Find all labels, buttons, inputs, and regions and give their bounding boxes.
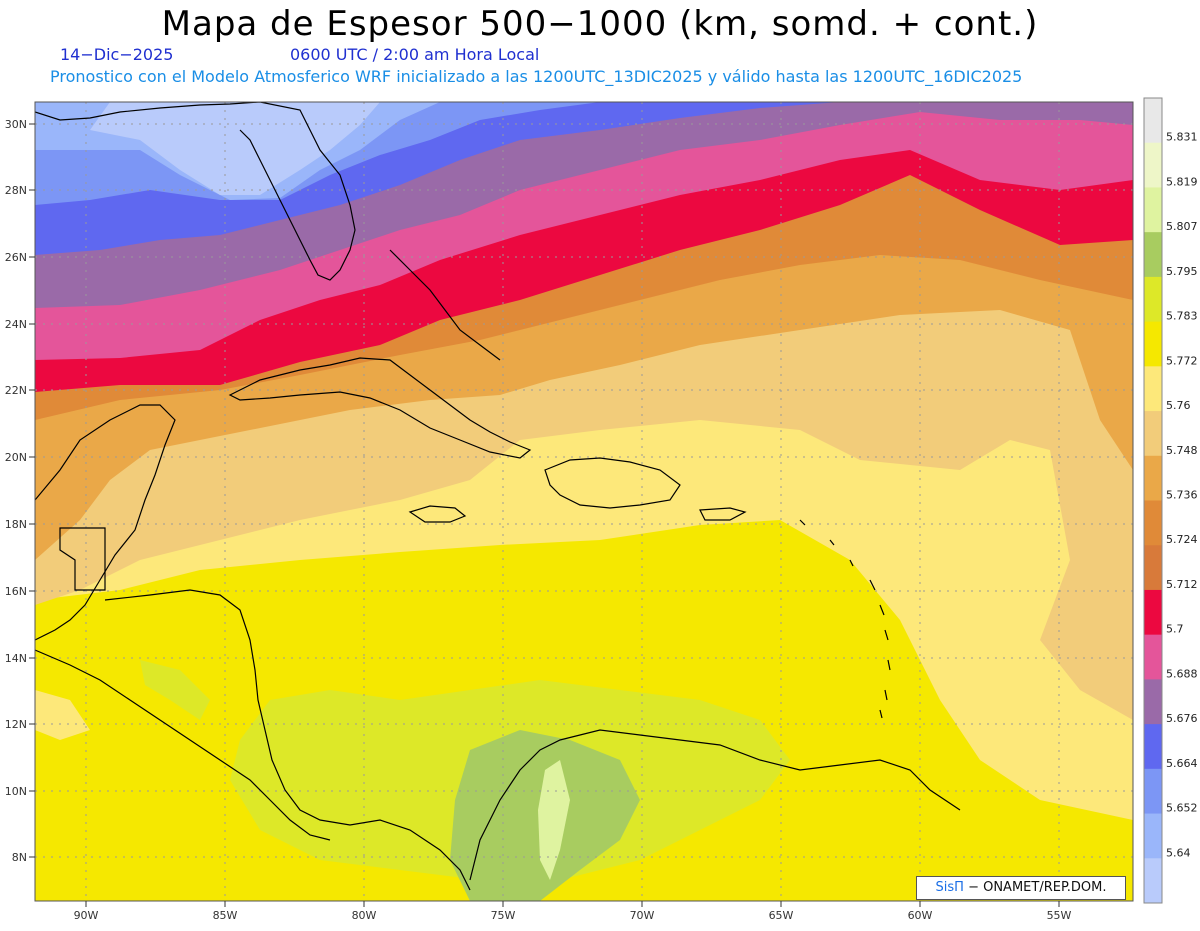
colorbar-label: 5.772: [1166, 354, 1198, 367]
colorbar: 5.831 5.819 5.807 5.795 5.783 5.772 5.76 5.748 5…: [1143, 97, 1198, 904]
colorbar-label: 5.676: [1166, 712, 1198, 725]
colorbar-label: 5.795: [1166, 265, 1198, 278]
band-5807: [538, 760, 570, 880]
colorbar-swatch: [1144, 187, 1162, 233]
lat-label: 14N: [5, 652, 27, 665]
colorbar-swatch: [1144, 679, 1162, 725]
lat-label: 8N: [12, 851, 27, 864]
colorbar-swatch: [1144, 411, 1162, 457]
colorbar-label: 5.64: [1166, 846, 1191, 859]
lon-label: 80W: [352, 909, 377, 922]
lon-label: 55W: [1047, 909, 1072, 922]
map-gridlines: [35, 102, 1133, 901]
colorbar-frame: [1143, 97, 1163, 904]
colorbar-swatch: [1144, 321, 1162, 367]
credit-text: − ONAMET/REP.DOM.: [963, 880, 1107, 895]
lon-label: 90W: [74, 909, 99, 922]
lat-label: 24N: [5, 318, 27, 331]
lat-label: 10N: [5, 785, 27, 798]
colorbar-swatch: [1144, 768, 1162, 815]
colorbar-swatch: [1144, 634, 1162, 680]
lat-label: 22N: [5, 384, 27, 397]
colorbar-swatch: [1144, 500, 1162, 546]
plot-frame: [34, 101, 1134, 902]
lat-label: 20N: [5, 451, 27, 464]
colorbar-swatch: [1144, 366, 1162, 412]
sispi-logo: SisΠ: [935, 880, 964, 895]
colorbar-swatch: [1144, 276, 1162, 323]
lon-label: 70W: [630, 909, 655, 922]
filled-contours: [35, 102, 1133, 901]
colorbar-label: 5.76: [1166, 399, 1191, 412]
band-5760-west: [35, 690, 90, 740]
forecast-date: 14−Dic−2025: [60, 45, 174, 64]
forecast-time: 0600 UTC / 2:00 am Hora Local: [290, 45, 540, 64]
coastlines: [35, 102, 961, 891]
lat-label: 18N: [5, 518, 27, 531]
colorbar-label: 5.831: [1166, 131, 1198, 144]
colorbar-swatch: [1144, 232, 1162, 278]
lat-label: 28N: [5, 184, 27, 197]
colorbar-swatch: [1144, 142, 1162, 188]
lat-label: 30N: [5, 118, 27, 131]
colorbar-label: 5.819: [1166, 175, 1198, 188]
model-info: Pronostico con el Modelo Atmosferico WRF…: [50, 67, 1023, 86]
colorbar-swatch: [1144, 455, 1162, 501]
lat-label: 26N: [5, 251, 27, 264]
lon-label: 60W: [908, 909, 933, 922]
map-title: Mapa de Espesor 500−1000 (km, somd. + co…: [161, 4, 1039, 44]
lat-label: 16N: [5, 585, 27, 598]
band-5783-west: [140, 660, 210, 720]
colorbar-swatch: [1144, 545, 1162, 591]
credit-box: SisΠ − ONAMET/REP.DOM.: [916, 876, 1126, 900]
colorbar-label: 5.724: [1166, 533, 1198, 546]
lon-label: 65W: [769, 909, 794, 922]
lon-label: 85W: [213, 909, 238, 922]
colorbar-swatch: [1144, 98, 1162, 144]
colorbar-swatch: [1144, 858, 1162, 904]
map-axes: 30N 28N 26N 24N 22N 20N 18N 16N 14N 12N 10N 8N 90W 85…: [5, 118, 1072, 922]
colorbar-swatch: [1144, 813, 1162, 859]
colorbar-swatch: [1144, 724, 1162, 770]
colorbar-label: 5.783: [1166, 310, 1198, 323]
colorbar-label: 5.664: [1166, 757, 1198, 770]
colorbar-label: 5.688: [1166, 667, 1198, 680]
colorbar-label: 5.652: [1166, 802, 1198, 815]
lat-label: 12N: [5, 718, 27, 731]
colorbar-label: 5.748: [1166, 444, 1198, 457]
lon-label: 75W: [491, 909, 516, 922]
colorbar-label: 5.7: [1166, 623, 1184, 636]
colorbar-label: 5.712: [1166, 578, 1198, 591]
colorbar-label: 5.807: [1166, 220, 1198, 233]
colorbar-swatch: [1144, 589, 1162, 636]
colorbar-label: 5.736: [1166, 489, 1198, 502]
